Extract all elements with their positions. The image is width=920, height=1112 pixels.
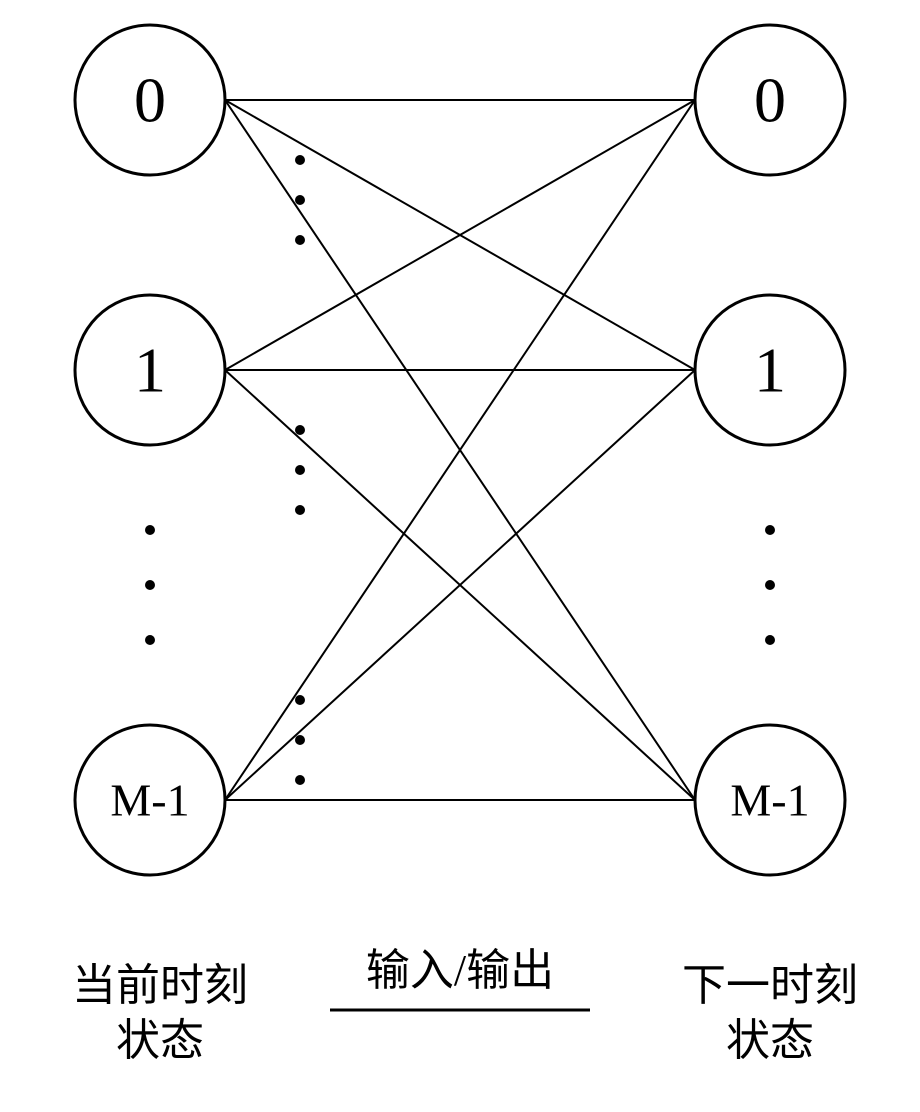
node-label-left-1: 1 (134, 335, 166, 406)
node-label-right-2: M-1 (730, 775, 809, 826)
node-label-right-0: 0 (754, 65, 786, 136)
caption-right-2: 状态 (726, 1016, 814, 1065)
node-label-left-0: 0 (134, 65, 166, 136)
ellipsis-dots (145, 155, 775, 785)
caption-left-1: 当前时刻 (72, 961, 248, 1010)
edge-dots-2-dot-1 (295, 735, 305, 745)
captions: 当前时刻状态 下一时刻状态 输入/输出 (72, 946, 858, 1065)
edge-dots-0-dot-0 (295, 155, 305, 165)
edge-dots-1-dot-1 (295, 465, 305, 475)
node-label-left-2: M-1 (110, 775, 189, 826)
col-left-dot-2 (145, 635, 155, 645)
edge-dots-1-dot-0 (295, 425, 305, 435)
col-right-dot-2 (765, 635, 775, 645)
col-right-dot-1 (765, 580, 775, 590)
col-right-dot-0 (765, 525, 775, 535)
edges (225, 100, 695, 800)
edge-dots-1-dot-2 (295, 505, 305, 515)
edge-dots-2-dot-2 (295, 775, 305, 785)
caption-center: 输入/输出 (366, 946, 554, 995)
edge-dots-0-dot-1 (295, 195, 305, 205)
edge-dots-0-dot-2 (295, 235, 305, 245)
caption-left-2: 状态 (116, 1016, 204, 1065)
caption-right-1: 下一时刻 (682, 961, 858, 1010)
trellis-diagram: 0 1 M-1 0 1 M-1 当前时刻状态 下一时刻状态 输入/输出 (0, 0, 920, 1112)
edge-dots-2-dot-0 (295, 695, 305, 705)
node-label-right-1: 1 (754, 335, 786, 406)
col-left-dot-1 (145, 580, 155, 590)
col-left-dot-0 (145, 525, 155, 535)
